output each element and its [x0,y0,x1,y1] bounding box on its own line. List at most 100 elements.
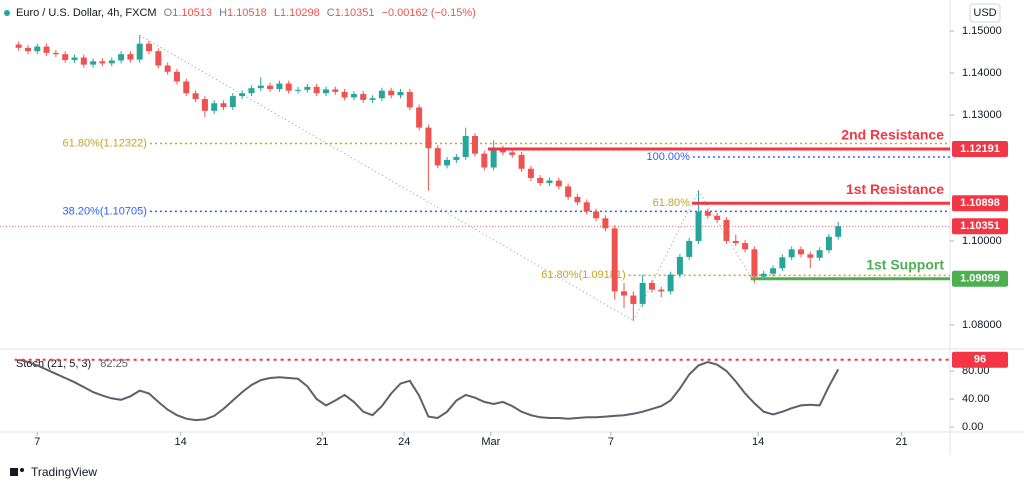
candle-body [90,61,97,65]
candle-body [807,254,814,258]
candle-body [108,60,115,64]
fib-label: 38.20%(1.10705) [63,205,147,217]
candle-body [481,153,488,168]
y-tick-label: 40.00 [962,393,990,405]
currency-button[interactable] [969,3,1001,23]
candle-body [835,226,842,237]
candle-body [565,186,572,197]
currency-label[interactable]: USD [973,7,996,19]
x-tick-label: 14 [175,436,187,448]
legend-key: C [327,7,335,19]
price-tag-label: 1.12191 [960,143,1000,155]
y-tick-label: 80.00 [962,365,990,377]
legend-key: O [164,7,173,19]
candle-body [611,228,618,292]
legend-value: 1.10351 [335,7,375,19]
candle-body [341,91,348,98]
candle-body [499,148,506,153]
logo-icon-dot [20,468,24,472]
candle-body [527,168,534,178]
candle-body [220,103,227,108]
fib-label: 61.80% [653,197,691,209]
candle-body [816,250,823,258]
y-tick-label: 1.08000 [962,319,1002,331]
price-tag [952,218,1008,235]
candle-body [546,180,553,184]
fib-label: 100.00% [647,151,691,163]
candle-body [285,83,292,91]
x-tick-label: 14 [752,436,764,448]
brand-name: TradingView [31,465,97,479]
candle-body [248,88,255,94]
candle-body [146,43,153,52]
candle-body [52,52,59,55]
candle-body [62,54,69,61]
x-tick-label: 21 [316,436,328,448]
x-tick-label: 7 [608,436,614,448]
candle-body [518,154,525,169]
price-tag [952,195,1008,212]
candle-body [648,282,655,290]
candle-body [34,46,41,52]
legend-value: 1.10518 [227,7,267,19]
candle-body [658,289,665,292]
candle-body [183,81,190,94]
candle-body [164,65,171,72]
legend-value: 1.10298 [280,7,320,19]
level-label: 1st Support [866,256,944,272]
price-tag [952,140,1008,157]
candle-body [453,156,460,160]
price-tag [952,351,1008,368]
candle-body [779,257,786,269]
candle-body [136,43,143,60]
candle-body [211,103,218,111]
candle-body [80,57,87,65]
x-tick-label: 7 [34,436,40,448]
candle-body [192,93,199,100]
candle-body [704,211,711,216]
y-tick-label: 0.00 [962,421,983,433]
candle-body [434,148,441,166]
symbol-title: Euro / U.S. Dollar, 4h, FXCM [16,7,157,19]
candle-body [630,295,637,304]
candle-body [742,243,749,250]
status-dot [4,10,10,16]
candle-body [574,196,581,203]
candle-body [686,240,693,257]
candle-body [509,152,516,155]
candle-body [229,96,236,108]
legend-value: 1.10513 [172,7,212,19]
candle-body [676,256,683,275]
logo-icon [10,468,18,476]
y-tick-label: 1.13000 [962,109,1002,121]
candle-body [444,159,451,166]
candle-body [425,127,432,149]
candle-body [714,215,721,220]
level-label: 1st Resistance [846,181,944,197]
fib-label: 61.80%(1.09181) [541,269,625,281]
candle-body [43,46,50,53]
candle-body [462,136,469,157]
candle-body [723,219,730,241]
candle-body [173,71,180,82]
fib-label: 61.80%(1.12322) [63,137,147,149]
price-tag [952,270,1008,287]
candle-body [760,273,767,277]
candle-body [378,90,385,99]
candle-body [118,54,125,61]
candle-body [639,282,646,304]
candle-body [732,240,739,244]
candle-body [313,86,320,94]
candle-body [304,86,311,90]
candle-body [397,91,404,96]
candle-body [788,249,795,258]
candle-body [593,211,600,219]
price-tag-label: 1.10351 [960,220,1000,232]
candle-body [797,249,804,255]
candle-body [239,93,246,97]
x-tick-label: Mar [481,436,500,448]
candle-body [490,148,497,168]
candle-body [155,51,162,66]
